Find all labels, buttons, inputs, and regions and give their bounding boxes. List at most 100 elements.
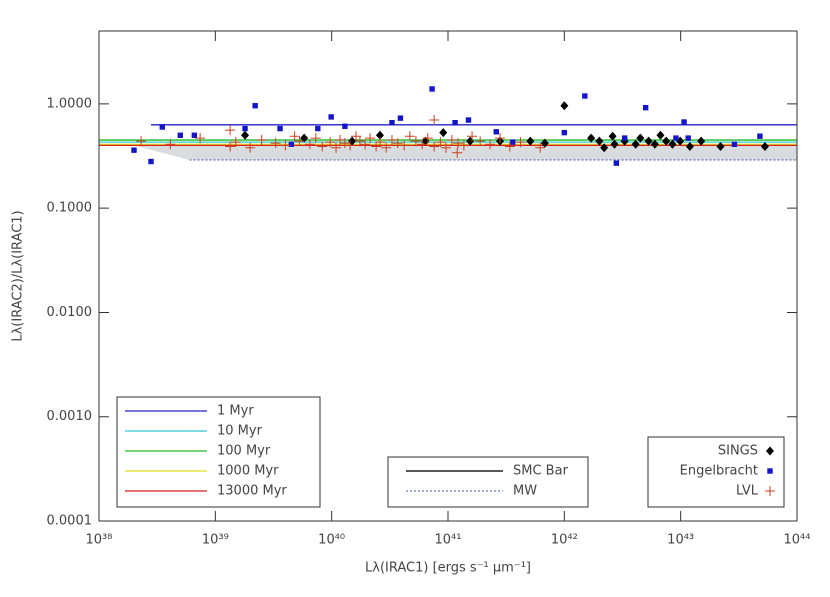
data-point (389, 120, 395, 126)
data-point (662, 136, 671, 146)
x-tick-label: 10⁴¹ (435, 533, 462, 548)
x-axis-label: Lλ(IRAC1) [ergs s⁻¹ μm⁻¹] (365, 561, 531, 576)
data-point (475, 136, 486, 147)
data-point (429, 115, 440, 126)
data-point (439, 128, 448, 138)
data-point (225, 125, 236, 136)
data-point (716, 142, 725, 152)
data-point (610, 139, 619, 149)
data-point (270, 138, 281, 149)
data-point (673, 135, 679, 141)
data-point (342, 123, 348, 129)
data-point (681, 119, 687, 125)
data-point (277, 125, 283, 132)
data-point (245, 142, 256, 153)
data-point (621, 135, 628, 141)
data-point (354, 136, 365, 147)
legend-label: 1000 Myr (217, 464, 279, 479)
data-point (582, 93, 588, 99)
legend-label: 10 Myr (217, 424, 263, 439)
legend-marker (767, 468, 773, 474)
data-point (351, 131, 362, 142)
y-axis-label: Lλ(IRAC2)/Lλ(IRAC1) (11, 210, 26, 341)
data-point (339, 138, 350, 149)
legend-label: 100 Myr (217, 444, 271, 459)
data-point (304, 139, 315, 150)
y-tick-label: 0.0100 (47, 305, 93, 320)
legend-marker (766, 446, 774, 456)
data-point (177, 132, 184, 138)
data-point (310, 133, 321, 144)
data-point (225, 141, 236, 152)
data-point (280, 140, 291, 151)
extinction-band (134, 145, 797, 160)
data-point (331, 142, 342, 153)
x-tick-label: 10⁴³ (667, 533, 694, 548)
data-point (697, 136, 706, 146)
data-point (328, 114, 334, 120)
data-point (399, 140, 410, 151)
data-point (495, 133, 506, 144)
data-point (458, 140, 469, 151)
data-point (587, 133, 596, 143)
data-point (360, 139, 371, 150)
legend-box (387, 456, 589, 508)
legend-box (116, 396, 321, 508)
data-point (429, 141, 440, 152)
data-point (165, 139, 176, 150)
data-point (241, 130, 250, 140)
x-tick-label: 10³⁹ (202, 533, 229, 548)
data-point (465, 117, 472, 123)
data-point (410, 136, 421, 147)
data-point (731, 141, 738, 147)
data-point (685, 142, 694, 152)
data-point (668, 139, 677, 149)
data-point (515, 137, 526, 148)
data-point (294, 136, 305, 147)
x-tick-label: 10⁴² (551, 533, 578, 548)
legend-label: 13000 Myr (217, 484, 287, 499)
data-point (642, 104, 649, 111)
data-point (397, 115, 404, 121)
data-point (540, 138, 549, 148)
legend-label: SMC Bar (513, 464, 569, 479)
data-point (631, 139, 640, 149)
legend-label: Engelbracht (680, 464, 758, 479)
legend-label: LVL (736, 484, 759, 499)
data-point (636, 133, 645, 143)
data-point (760, 142, 769, 152)
data-point (315, 125, 321, 132)
data-point (136, 136, 147, 147)
data-point (493, 129, 499, 135)
data-point (504, 141, 515, 152)
data-point (600, 143, 609, 153)
data-point (417, 139, 428, 150)
data-point (467, 131, 478, 142)
data-point (345, 140, 356, 151)
data-point (613, 160, 620, 166)
data-point (485, 139, 496, 150)
data-point (371, 141, 382, 152)
data-point (561, 129, 568, 136)
data-point (560, 101, 569, 111)
data-point (159, 124, 165, 130)
data-point (526, 136, 535, 146)
data-point (595, 136, 604, 146)
data-point (685, 135, 691, 141)
data-point (452, 120, 458, 126)
x-tick-label: 10⁴⁰ (318, 533, 345, 548)
data-point (300, 133, 309, 143)
data-point (381, 142, 392, 153)
data-point (608, 131, 617, 141)
y-tick-label: 0.0010 (47, 409, 93, 424)
data-point (392, 138, 403, 149)
data-point (325, 137, 336, 148)
data-point (230, 137, 241, 148)
data-point (317, 141, 328, 152)
data-point (365, 133, 376, 144)
data-point (252, 103, 258, 109)
legend-label: MW (513, 484, 537, 499)
x-tick-label: 10⁴⁴ (784, 533, 811, 548)
data-point (446, 135, 457, 146)
